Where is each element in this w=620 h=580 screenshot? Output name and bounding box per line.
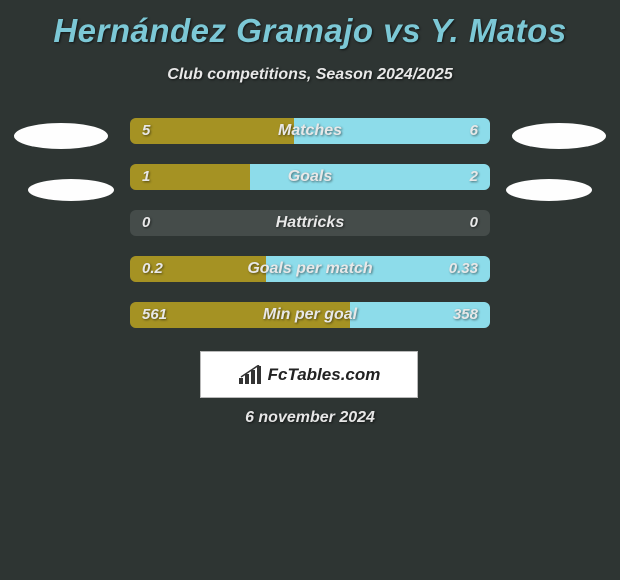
bar-container [130,256,490,282]
stat-value-right: 0.33 [449,256,478,282]
subtitle: Club competitions, Season 2024/2025 [0,66,620,84]
bar-left [130,118,294,144]
stat-value-right: 358 [453,302,478,328]
brand-text: FcTables.com [268,365,381,385]
stat-row: Goals12 [0,164,620,210]
stat-value-left: 561 [142,302,167,328]
stat-row: Hattricks00 [0,210,620,256]
stat-row: Goals per match0.20.33 [0,256,620,302]
stat-value-left: 0.2 [142,256,163,282]
stat-value-right: 2 [470,164,478,190]
bar-container [130,210,490,236]
stat-value-left: 5 [142,118,150,144]
stat-row: Matches56 [0,118,620,164]
stat-value-right: 6 [470,118,478,144]
bar-container [130,164,490,190]
stat-value-left: 0 [142,210,150,236]
brand-box: FcTables.com [200,351,418,398]
barchart-icon [238,365,262,385]
comparison-rows: Matches56Goals12Hattricks00Goals per mat… [0,118,620,348]
bar-right [294,118,490,144]
bar-container [130,118,490,144]
page-title: Hernández Gramajo vs Y. Matos [0,0,620,50]
date-text: 6 november 2024 [0,409,620,427]
bar-right [250,164,490,190]
bar-container [130,302,490,328]
stat-value-right: 0 [470,210,478,236]
stat-value-left: 1 [142,164,150,190]
stat-row: Min per goal561358 [0,302,620,348]
